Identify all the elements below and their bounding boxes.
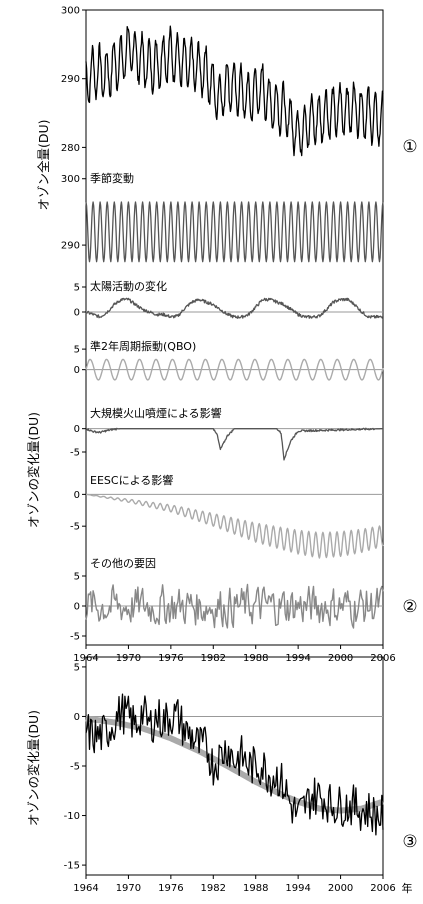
panel-title: 季節変動 xyxy=(90,171,134,185)
y-tick-label: -5 xyxy=(70,522,80,533)
series-volcanic xyxy=(85,427,384,461)
y-axis-title-total-ozone: オゾン全量(DU) xyxy=(36,119,51,210)
series-seasonal xyxy=(85,201,384,263)
x-axis-unit: 年 xyxy=(402,881,413,895)
panel-title: その他の要因 xyxy=(90,557,156,570)
y-tick-label: 280 xyxy=(61,143,80,154)
y-tick-label: 0 xyxy=(74,490,80,501)
x-tick-label: 1982 xyxy=(201,883,226,894)
x-tick-label: 2006 xyxy=(370,653,395,664)
y-tick-label: 0 xyxy=(74,712,80,723)
panel-marker-2: ② xyxy=(402,597,417,617)
x-tick-label: 1964 xyxy=(73,883,98,894)
y-tick-label: 5 xyxy=(74,662,80,673)
y-axis-title-change-1: オゾンの変化量(DU) xyxy=(26,412,41,528)
series-qbo xyxy=(85,358,384,381)
y-tick-label: 0 xyxy=(74,424,80,435)
series-other-factors xyxy=(85,583,384,629)
x-tick-label: 1982 xyxy=(201,653,226,664)
label-layer: 300 290 280 300 290 5 0 5 0 0 -5 0 -5 5 0 -5 5 0 -5 -10 -15 季… xyxy=(26,6,418,896)
series-observed-deviation xyxy=(85,693,384,836)
x-tick-label: 1976 xyxy=(158,883,183,894)
y-tick-label: 0 xyxy=(74,308,80,319)
y-tick-label: -5 xyxy=(70,762,80,773)
y-tick-label: -5 xyxy=(70,448,80,459)
y-tick-label: 0 xyxy=(74,365,80,376)
x-tick-label: 1988 xyxy=(243,883,268,894)
x-tick-label: 2000 xyxy=(328,883,353,894)
axes-layer xyxy=(82,9,384,879)
x-tick-label: 1994 xyxy=(285,653,310,664)
x-tick-label: 1970 xyxy=(116,653,141,664)
panel-title: 準2年周期振動(QBO) xyxy=(90,339,196,353)
x-tick-label: 1976 xyxy=(158,653,183,664)
series-solar xyxy=(85,297,384,319)
y-tick-label: 5 xyxy=(74,572,80,583)
y-tick-label: 290 xyxy=(61,241,80,252)
y-tick-label: -5 xyxy=(70,632,80,643)
y-tick-label: -10 xyxy=(64,811,80,822)
y-tick-label: 5 xyxy=(74,283,80,294)
y-tick-label: 300 xyxy=(61,6,80,17)
panel-title: 太陽活動の変化 xyxy=(90,279,167,293)
series-eesc xyxy=(85,493,384,559)
y-tick-label: 5 xyxy=(74,345,80,356)
y-tick-label: 0 xyxy=(74,602,80,613)
series-layer xyxy=(84,25,385,836)
x-tick-label: 2006 xyxy=(370,883,395,894)
y-tick-label: -15 xyxy=(64,861,80,872)
x-tick-label: 1970 xyxy=(116,883,141,894)
y-tick-label: 300 xyxy=(61,174,80,185)
panel-marker-3: ③ xyxy=(402,832,417,852)
panel-marker-1: ① xyxy=(402,137,417,157)
series-total-ozone xyxy=(85,25,384,157)
y-tick-label: 290 xyxy=(61,74,80,85)
y-axis-title-change-2: オゾンの変化量(DU) xyxy=(26,710,41,826)
x-tick-label: 1964 xyxy=(73,653,98,664)
x-tick-label: 2000 xyxy=(328,653,353,664)
panel-1-2-frame xyxy=(85,9,384,646)
x-tick-label: 1994 xyxy=(285,883,310,894)
panel-title: 大規模火山噴煙による影響 xyxy=(90,406,222,420)
x-tick-label: 1988 xyxy=(243,653,268,664)
panel-title: EESCによる影響 xyxy=(90,473,173,487)
